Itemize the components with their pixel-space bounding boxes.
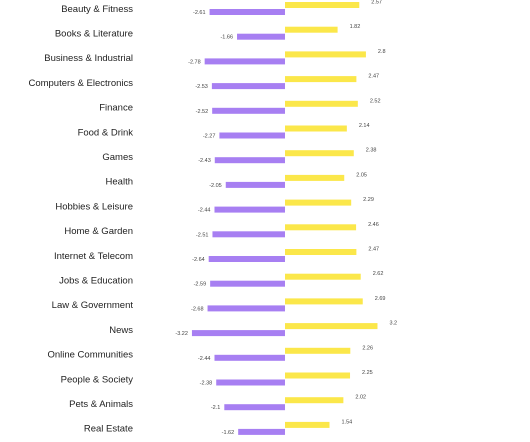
positive-bar-finance xyxy=(285,100,358,107)
category-label-real-estate: Real Estate xyxy=(84,424,133,435)
positive-bar-business-and-industrial xyxy=(285,51,366,58)
negative-value-label-health: -2.05 xyxy=(209,183,222,189)
negative-value-label-food-and-drink: -2.27 xyxy=(203,134,216,140)
category-label-news: News xyxy=(109,325,133,336)
category-label-health: Health xyxy=(106,177,133,188)
category-label-finance: Finance xyxy=(99,103,133,114)
negative-bar-health xyxy=(225,181,285,188)
positive-bar-food-and-drink xyxy=(285,125,347,132)
category-label-beauty-and-fitness: Beauty & Fitness xyxy=(61,4,133,15)
negative-bar-news xyxy=(191,330,285,337)
negative-bar-online-communities xyxy=(214,354,285,361)
category-label-pets-and-animals: Pets & Animals xyxy=(69,399,133,410)
negative-bar-computers-and-electronics xyxy=(211,83,285,90)
negative-bar-pets-and-animals xyxy=(224,404,285,411)
positive-bar-hobbies-and-leisure xyxy=(285,199,352,206)
negative-value-label-people-and-society: -2.38 xyxy=(200,381,213,387)
negative-bar-food-and-drink xyxy=(219,132,285,139)
positive-bar-health xyxy=(285,174,345,181)
positive-bar-computers-and-electronics xyxy=(285,76,357,83)
positive-value-label-jobs-and-education: 2.62 xyxy=(373,271,384,277)
positive-bar-games xyxy=(285,150,354,157)
positive-bar-beauty-and-fitness xyxy=(285,2,360,8)
positive-value-label-beauty-and-fitness: 2.57 xyxy=(371,0,382,6)
positive-bar-pets-and-animals xyxy=(285,397,344,404)
category-label-home-and-garden: Home & Garden xyxy=(64,226,133,237)
negative-bar-people-and-society xyxy=(216,379,285,386)
category-label-people-and-society: People & Society xyxy=(61,374,134,385)
negative-value-label-law-and-government: -2.68 xyxy=(191,306,204,312)
positive-bar-news xyxy=(285,323,378,330)
negative-bar-internet-and-telecom xyxy=(208,256,285,262)
positive-value-label-computers-and-electronics: 2.47 xyxy=(368,74,379,80)
negative-bar-law-and-government xyxy=(207,305,285,312)
negative-bar-jobs-and-education xyxy=(210,280,285,287)
negative-value-label-hobbies-and-leisure: -2.44 xyxy=(198,208,211,214)
positive-bar-people-and-society xyxy=(285,372,351,379)
positive-bar-internet-and-telecom xyxy=(285,249,357,255)
negative-value-label-beauty-and-fitness: -2.61 xyxy=(193,10,206,16)
negative-value-label-finance: -2.52 xyxy=(196,109,209,115)
negative-value-label-games: -2.43 xyxy=(198,158,211,164)
negative-bar-books-and-literature xyxy=(237,33,285,40)
negative-value-label-real-estate: -1.62 xyxy=(222,430,235,436)
positive-value-label-health: 2.05 xyxy=(356,172,367,178)
negative-value-label-jobs-and-education: -2.59 xyxy=(194,282,207,288)
category-label-jobs-and-education: Jobs & Education xyxy=(59,276,133,287)
positive-value-label-pets-and-animals: 2.02 xyxy=(355,395,366,401)
positive-value-label-hobbies-and-leisure: 2.29 xyxy=(363,197,374,203)
negative-bar-home-and-garden xyxy=(212,231,285,238)
category-label-law-and-government: Law & Government xyxy=(52,300,134,311)
negative-bar-finance xyxy=(212,107,285,114)
negative-bar-real-estate xyxy=(238,428,285,435)
category-label-internet-and-telecom: Internet & Telecom xyxy=(54,251,133,262)
positive-value-label-real-estate: 1.54 xyxy=(342,419,353,425)
positive-value-label-home-and-garden: 2.46 xyxy=(368,222,379,228)
negative-bar-hobbies-and-leisure xyxy=(214,206,285,213)
negative-value-label-books-and-literature: -1.66 xyxy=(220,35,233,41)
negative-bar-business-and-industrial xyxy=(204,58,285,65)
category-label-games: Games xyxy=(102,152,133,163)
category-label-business-and-industrial: Business & Industrial xyxy=(44,53,133,64)
negative-value-label-computers-and-electronics: -2.53 xyxy=(195,84,208,90)
category-label-computers-and-electronics: Computers & Electronics xyxy=(28,78,133,89)
positive-bar-jobs-and-education xyxy=(285,273,361,280)
positive-value-label-online-communities: 2.26 xyxy=(362,345,373,351)
category-label-books-and-literature: Books & Literature xyxy=(55,29,133,40)
negative-value-label-online-communities: -2.44 xyxy=(198,356,211,362)
positive-value-label-people-and-society: 2.25 xyxy=(362,370,373,376)
positive-value-label-internet-and-telecom: 2.47 xyxy=(368,247,379,253)
positive-value-label-finance: 2.52 xyxy=(370,98,381,104)
negative-value-label-pets-and-animals: -2.1 xyxy=(211,405,220,411)
negative-value-label-home-and-garden: -2.51 xyxy=(196,232,209,238)
positive-bar-home-and-garden xyxy=(285,224,357,231)
positive-value-label-news: 3.2 xyxy=(389,321,397,327)
negative-bar-beauty-and-fitness xyxy=(209,9,285,15)
positive-bar-books-and-literature xyxy=(285,26,338,33)
positive-value-label-law-and-government: 2.69 xyxy=(375,296,386,302)
positive-bar-law-and-government xyxy=(285,298,363,305)
positive-value-label-food-and-drink: 2.14 xyxy=(359,123,370,129)
negative-value-label-news: -3.22 xyxy=(175,331,188,337)
negative-value-label-business-and-industrial: -2.78 xyxy=(188,59,201,65)
positive-bar-real-estate xyxy=(285,421,330,428)
positive-value-label-games: 2.38 xyxy=(366,148,377,154)
category-label-food-and-drink: Food & Drink xyxy=(78,127,134,138)
negative-bar-games xyxy=(214,157,285,164)
category-label-online-communities: Online Communities xyxy=(47,350,133,361)
positive-value-label-business-and-industrial: 2.8 xyxy=(378,49,386,55)
negative-value-label-internet-and-telecom: -2.64 xyxy=(192,257,205,263)
positive-bar-online-communities xyxy=(285,347,351,354)
category-label-hobbies-and-leisure: Hobbies & Leisure xyxy=(55,201,133,212)
positive-value-label-books-and-literature: 1.82 xyxy=(350,24,361,30)
